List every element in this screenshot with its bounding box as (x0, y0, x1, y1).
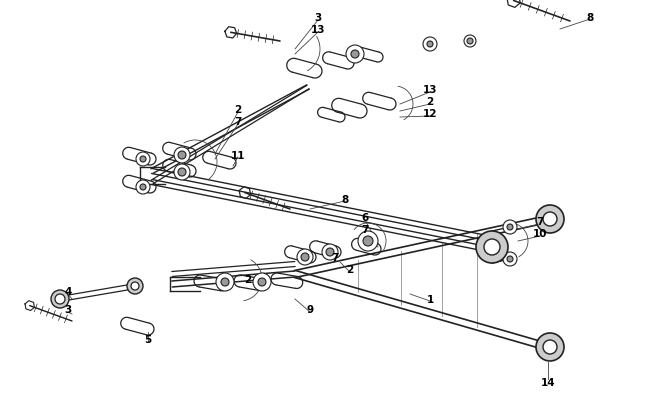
Text: 2: 2 (235, 105, 242, 115)
Text: 6: 6 (361, 213, 369, 222)
Circle shape (322, 244, 338, 260)
Circle shape (358, 231, 378, 252)
Circle shape (136, 181, 150, 194)
Circle shape (178, 151, 186, 160)
Text: 2: 2 (426, 97, 434, 107)
Circle shape (326, 248, 334, 256)
Circle shape (140, 157, 146, 162)
Circle shape (536, 205, 564, 233)
Circle shape (543, 340, 557, 354)
Text: 10: 10 (533, 228, 547, 239)
Text: 8: 8 (341, 194, 348, 205)
Text: 3: 3 (315, 13, 322, 23)
Circle shape (503, 252, 517, 266)
Text: 11: 11 (231, 151, 245, 161)
Text: 12: 12 (422, 109, 437, 119)
Text: 3: 3 (64, 304, 72, 314)
Text: 7: 7 (361, 224, 369, 234)
Circle shape (507, 256, 513, 262)
Circle shape (174, 164, 190, 181)
Circle shape (216, 273, 234, 291)
Text: 7: 7 (536, 216, 543, 226)
Circle shape (174, 148, 190, 164)
Circle shape (507, 224, 513, 230)
Text: 4: 4 (64, 286, 72, 296)
Circle shape (476, 231, 508, 263)
Circle shape (363, 237, 373, 246)
Circle shape (346, 46, 364, 64)
Circle shape (464, 36, 476, 48)
Circle shape (351, 51, 359, 59)
Text: 14: 14 (541, 377, 555, 387)
Text: 8: 8 (586, 13, 593, 23)
Text: 9: 9 (306, 304, 313, 314)
Text: 7: 7 (234, 117, 242, 127)
Circle shape (178, 168, 186, 177)
Circle shape (297, 249, 313, 265)
Circle shape (503, 220, 517, 234)
Circle shape (258, 278, 266, 286)
Circle shape (484, 239, 500, 256)
Circle shape (140, 185, 146, 190)
Text: 2: 2 (346, 264, 354, 274)
Circle shape (131, 282, 139, 290)
Circle shape (253, 273, 271, 291)
Text: 13: 13 (422, 85, 437, 95)
Text: 5: 5 (144, 334, 151, 344)
Circle shape (423, 38, 437, 52)
Circle shape (51, 290, 69, 308)
Circle shape (543, 213, 557, 226)
Circle shape (301, 254, 309, 261)
Circle shape (467, 39, 473, 45)
Circle shape (221, 278, 229, 286)
Text: 2: 2 (244, 274, 252, 284)
Text: 1: 1 (426, 294, 434, 304)
Circle shape (427, 42, 433, 48)
Circle shape (127, 278, 143, 294)
Text: 7: 7 (332, 252, 339, 262)
Text: 13: 13 (311, 25, 325, 35)
Circle shape (55, 294, 65, 304)
Circle shape (536, 333, 564, 361)
Circle shape (136, 153, 150, 166)
